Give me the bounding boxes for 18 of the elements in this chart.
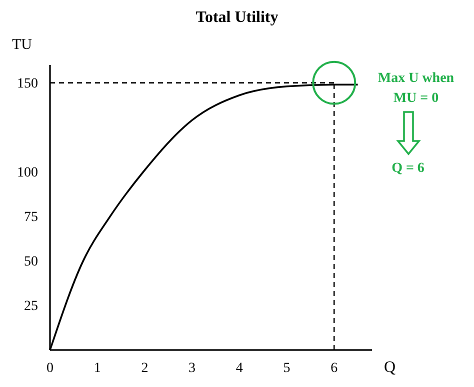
y-tick-label: 25 — [24, 298, 38, 314]
chart-title: Total Utility — [196, 9, 278, 26]
y-tick-label: 100 — [17, 165, 38, 180]
text: Max U when MU = 0 — [378, 71, 454, 106]
x-tick-label: 6 — [330, 360, 338, 376]
x-tick-label: 5 — [283, 360, 290, 376]
x-tick-label: 3 — [188, 360, 196, 376]
x-tick-label: 4 — [236, 360, 243, 376]
y-axis-title: TU — [12, 37, 32, 53]
x-axis-title: Q — [384, 359, 396, 376]
y-tick-label: 50 — [24, 254, 38, 270]
y-tick-label: 75 — [24, 210, 38, 225]
x-tick-label: 0 — [46, 360, 54, 376]
x-tick-label: 2 — [141, 360, 148, 376]
line-series — [49, 84, 359, 351]
text: Q = 6 — [392, 161, 424, 176]
x-tick-label: 1 — [94, 360, 101, 376]
y-tick-label: 150 — [17, 76, 38, 92]
